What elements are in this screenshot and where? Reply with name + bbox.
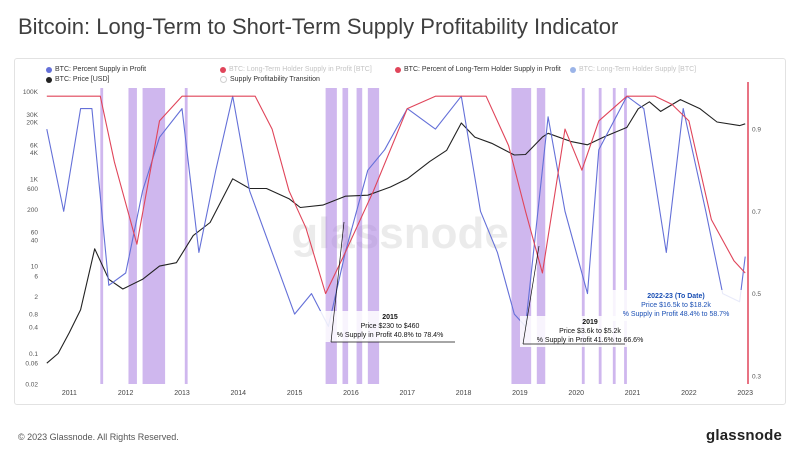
y-right-tick-label: 0.7 (752, 209, 761, 216)
y-left-tick-label: 40 (31, 237, 39, 244)
y-left-tick-label: 6K (30, 142, 39, 149)
annotation-arrow (330, 221, 345, 343)
transition-band (367, 88, 380, 384)
legend-item-lth-percent-profit[interactable]: BTC: Percent of Long-Term Holder Supply … (395, 66, 561, 73)
y-right-tick-label: 0.9 (752, 127, 761, 134)
transition-band (598, 88, 602, 384)
series-lines (46, 95, 746, 364)
copyright: © 2023 Glassnode. All Rights Reserved. (18, 432, 179, 442)
y-left-tick-label: 0.06 (25, 361, 38, 368)
y-left-tick-label: 0.02 (25, 382, 38, 389)
legend-label: Supply Profitability Transition (230, 76, 320, 83)
annotation-arrow (522, 245, 540, 345)
y-left-tick-label: 60 (31, 230, 39, 237)
series-line (46, 99, 746, 364)
annotation-box (606, 290, 746, 321)
annotation-text: 2015 (382, 314, 398, 321)
x-tick-label: 2019 (512, 390, 528, 397)
legend-dot (220, 66, 226, 73)
x-tick-label: 2021 (625, 390, 641, 397)
transition-band (142, 88, 166, 384)
x-tick-label: 2014 (231, 390, 247, 397)
legend-item-price[interactable]: BTC: Price [USD] (46, 76, 109, 83)
transition-band (581, 88, 585, 384)
series-line (46, 95, 746, 327)
annotation-box (520, 316, 660, 347)
x-tick-label: 2023 (737, 390, 753, 397)
axis-ticks: 2011 2012 2013 2014 2015 2016 2017 2018 2019 2020… (23, 89, 762, 397)
legend-label: BTC: Long-Term Holder Supply [BTC] (579, 66, 697, 73)
transition-band (511, 88, 532, 384)
x-tick-label: 2012 (118, 390, 134, 397)
annotation: 2022-23 (To Date) Price $16.5k to $18.2k%… (606, 290, 746, 321)
watermark: glassnode (291, 209, 509, 258)
legend-dot (395, 66, 401, 73)
y-left-tick-label: 600 (27, 186, 38, 193)
y-left-tick-label: 10 (31, 264, 39, 271)
transition-band (536, 88, 546, 384)
x-tick-label: 2017 (399, 390, 415, 397)
legend-dot (46, 76, 52, 83)
footer-logo[interactable]: glassnode (706, 427, 782, 444)
transition-band (184, 88, 188, 384)
y-left-tick-label: 100K (23, 89, 39, 96)
x-tick-label: 2022 (681, 390, 697, 397)
annotation: 2015 Price $230 to $460 % Supply in Profit… (315, 221, 465, 343)
y-left-tick-label: 4K (30, 150, 39, 157)
x-tick-label: 2018 (456, 390, 472, 397)
y-right-tick-label: 0.3 (752, 373, 761, 380)
legend-item-transition[interactable]: Supply Profitability Transition (220, 76, 320, 83)
x-tick-label: 2016 (343, 390, 359, 397)
legend-item-supply-profit[interactable]: BTC: Percent Supply in Profit (46, 66, 146, 73)
legend-label: BTC: Percent Supply in Profit (55, 66, 147, 73)
x-tick-label: 2013 (174, 390, 190, 397)
series-line (46, 95, 746, 295)
annotation-text: Price $16.5k to $18.2k (641, 302, 711, 309)
annotation-text: % Supply in Profit 40.8% to 78.4% (337, 332, 444, 339)
y-left-tick-label: 1K (30, 176, 39, 183)
legend-dot (46, 66, 52, 73)
y-left-tick-label: 20K (26, 119, 38, 126)
legend-label: BTC: Price [USD] (55, 76, 110, 83)
transition-band (128, 88, 137, 384)
legend-label: BTC: Percent of Long-Term Holder Supply … (404, 66, 561, 73)
annotation-text: 2019 (582, 319, 598, 326)
legend-dot (220, 76, 227, 83)
transition-bands (100, 82, 749, 384)
x-tick-label: 2020 (568, 390, 584, 397)
transition-band (356, 88, 363, 384)
annotation-text: Price $230 to $460 (361, 323, 420, 330)
transition-band (612, 88, 616, 384)
legend-dot (570, 66, 576, 73)
x-tick-label: 2011 (62, 390, 77, 397)
annotation-text: % Supply in Profit 41.6% to 66.6% (537, 337, 644, 344)
legend-label: BTC: Long-Term Holder Supply in Profit [… (229, 66, 372, 73)
annotation: 2019 Price $3.6k to $5.2k % Supply in Prof… (520, 245, 660, 347)
transition-band (624, 88, 627, 384)
y-left-tick-label: 0.8 (29, 312, 38, 319)
annotations: 2015 Price $230 to $460 % Supply in Profit… (315, 221, 746, 347)
transition-band (342, 88, 349, 384)
legend-item-lth-supply-profit[interactable]: BTC: Long-Term Holder Supply in Profit [… (220, 66, 372, 73)
legend-item-lth-supply[interactable]: BTC: Long-Term Holder Supply [BTC] (570, 66, 696, 73)
y-left-tick-label: 0.4 (29, 325, 38, 332)
annotation-text: 2022-23 (To Date) (647, 293, 704, 300)
annotation-text: Price $3.6k to $5.2k (559, 328, 621, 335)
transition-band (100, 88, 104, 384)
y-left-tick-label: 6 (34, 273, 38, 280)
page-title: Bitcoin: Long-Term to Short-Term Supply … (18, 14, 619, 39)
y-right-tick-label: 0.5 (752, 291, 761, 298)
annotation-box (315, 311, 465, 342)
y-left-tick-label: 200 (27, 207, 38, 214)
x-tick-label: 2015 (287, 390, 303, 397)
annotation-text: % Supply in Profit 48.4% to 58.7% (623, 311, 730, 318)
transition-band (325, 88, 337, 384)
y-left-tick-label: 30K (26, 112, 38, 119)
y-left-tick-label: 0.1 (29, 351, 38, 358)
y-left-tick-label: 2 (34, 294, 38, 301)
